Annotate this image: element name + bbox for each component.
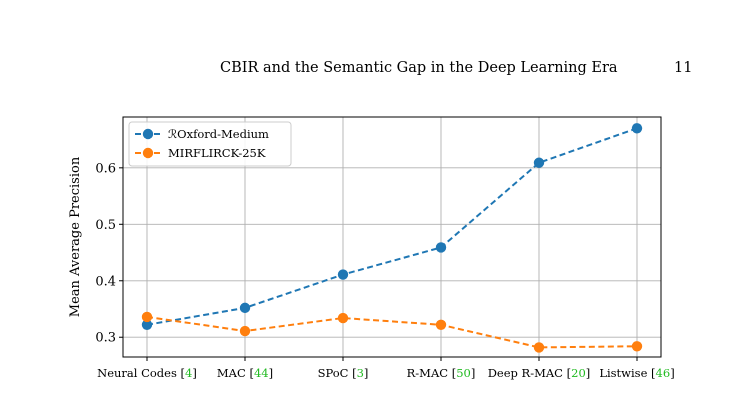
x-tick-label: Neural Codes [4]: [97, 366, 197, 380]
legend-swatch-marker: [142, 147, 154, 159]
x-axis-ticks: Neural Codes [4] MAC [44] SPoC [3] R-MAC [5…: [97, 357, 675, 380]
category-ref-bracket-close: ]: [364, 366, 369, 380]
data-point: [533, 342, 545, 353]
category-ref-bracket-close: ]: [192, 366, 197, 380]
y-tick-label: 0.4: [95, 274, 116, 289]
category-ref: 44: [254, 366, 269, 380]
x-tick-label: Listwise [46]: [599, 366, 674, 380]
series-line: [146, 315, 638, 349]
page-number: 11: [674, 60, 693, 76]
category-ref-bracket-close: ]: [586, 366, 591, 380]
legend: ℛOxford-Medium MIRFLIRCK-25K: [128, 121, 292, 167]
category-ref: 46: [656, 366, 671, 380]
data-point: [239, 325, 251, 337]
legend-label: ℛOxford-Medium: [168, 127, 269, 141]
legend-swatch-marker: [142, 128, 154, 140]
data-point: [533, 157, 545, 168]
category-name: Deep R-MAC: [488, 366, 567, 380]
y-axis-label: Mean Average Precision: [68, 156, 83, 317]
category-name: MAC: [217, 366, 250, 380]
category-ref-bracket-open: [: [651, 366, 656, 380]
data-point: [435, 242, 447, 253]
x-tick-label: SPoC [3]: [318, 366, 369, 380]
legend-label: MIRFLIRCK-25K: [168, 146, 266, 160]
y-tick-label: 0.5: [95, 218, 116, 233]
category-ref-bracket-open: [: [452, 366, 457, 380]
category-name: Listwise: [599, 366, 651, 380]
page-header: CBIR and the Semantic Gap in the Deep Le…: [0, 60, 737, 84]
series-1: [141, 123, 643, 331]
y-tick-label: 0.3: [95, 331, 116, 346]
category-ref-bracket-close: ]: [471, 366, 476, 380]
category-name: Neural Codes: [97, 366, 180, 380]
category-ref-bracket-close: ]: [269, 366, 274, 380]
data-point: [337, 312, 349, 324]
legend-item: ℛOxford-Medium: [135, 127, 269, 141]
category-ref: 3: [357, 366, 364, 380]
category-ref-bracket-open: [: [249, 366, 254, 380]
series-line: [146, 127, 638, 326]
category-ref-bracket-open: [: [352, 366, 357, 380]
y-tick-label: 0.6: [95, 161, 116, 176]
data-point: [239, 302, 251, 314]
category-name: R-MAC: [407, 366, 452, 380]
data-point: [435, 319, 447, 331]
axes-frame: [122, 116, 662, 358]
x-tick-label: R-MAC [50]: [407, 366, 476, 380]
data-point: [337, 269, 349, 280]
category-ref: 4: [185, 366, 192, 380]
data-point: [141, 311, 153, 323]
category-ref-bracket-open: [: [181, 366, 186, 380]
category-ref-bracket-open: [: [567, 366, 572, 380]
category-ref: 20: [571, 366, 586, 380]
x-tick-label: Deep R-MAC [20]: [488, 366, 591, 380]
x-tick-label: MAC [44]: [217, 366, 273, 380]
category-ref: 50: [456, 366, 471, 380]
legend-item: MIRFLIRCK-25K: [135, 146, 266, 160]
data-point: [141, 319, 153, 331]
category-ref-bracket-close: ]: [670, 366, 675, 380]
y-axis-ticks: 0.3 0.4 0.5 0.6: [95, 161, 123, 346]
legend-box: [128, 121, 292, 167]
series-group: [141, 123, 643, 353]
running-title: CBIR and the Semantic Gap in the Deep Le…: [220, 60, 618, 76]
data-point: [631, 341, 643, 352]
data-point: [631, 123, 643, 134]
category-name: SPoC: [318, 366, 353, 380]
series-2: [141, 311, 643, 353]
